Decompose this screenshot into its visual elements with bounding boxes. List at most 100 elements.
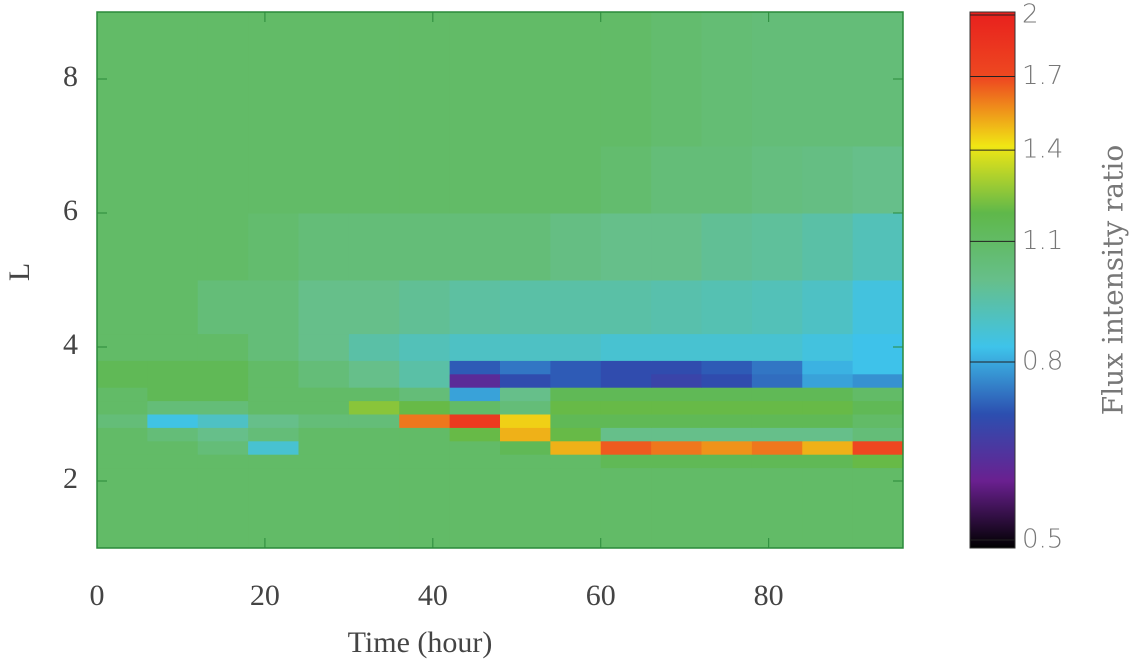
x-axis-label: Time (hour): [348, 626, 493, 659]
y-axis-label: L: [3, 263, 36, 281]
heat-cell: [600, 400, 652, 415]
heat-cell: [651, 387, 702, 402]
heat-cell: [701, 414, 753, 428]
heat-cell: [651, 146, 702, 214]
heat-cell: [197, 12, 249, 147]
heat-cell: [399, 387, 451, 402]
heat-cell: [147, 373, 199, 388]
heat-cell: [651, 414, 702, 428]
heat-cell: [852, 213, 904, 281]
heat-cell: [500, 360, 551, 375]
y-tick-label: 6: [63, 194, 78, 227]
heat-cell: [802, 360, 854, 375]
heat-cell: [651, 373, 702, 388]
heat-cell: [550, 400, 602, 415]
heat-cell: [348, 454, 400, 469]
colorbar-label: Flux intensity ratio: [1097, 145, 1130, 415]
heat-cell: [802, 146, 854, 214]
heat-cell: [298, 467, 350, 549]
heat-cell: [197, 360, 249, 375]
heat-cell: [97, 213, 148, 281]
colorbar-bar: [969, 11, 1016, 549]
y-tick-label: 8: [63, 60, 78, 93]
heat-cell: [348, 360, 400, 375]
heat-cell: [751, 213, 803, 281]
heat-cell: [197, 454, 249, 469]
heat-cell: [600, 12, 652, 147]
heat-cell: [751, 373, 803, 388]
heat-cell: [701, 373, 753, 388]
plot-frame: [96, 11, 904, 549]
heat-cell: [147, 146, 199, 214]
heat-cell: [298, 427, 350, 442]
heat-cell: [500, 280, 551, 335]
heat-cell: [600, 146, 652, 214]
heat-cell: [701, 12, 753, 147]
heat-cell: [701, 427, 753, 442]
colorbar-tick-label: 2: [1022, 0, 1039, 30]
heat-cell: [651, 427, 702, 442]
heat-cell: [449, 387, 501, 402]
heat-cell: [701, 280, 753, 335]
heat-cell: [701, 360, 753, 375]
y-tick-label: 2: [63, 462, 78, 495]
heat-cell: [852, 146, 904, 214]
heat-cell: [600, 427, 652, 442]
heat-cell: [97, 414, 148, 428]
heat-cell: [399, 360, 451, 375]
heat-cell: [147, 440, 199, 455]
heat-cell: [197, 333, 249, 361]
heat-cell: [550, 333, 602, 361]
heat-cell: [802, 454, 854, 469]
heat-cell: [449, 146, 501, 214]
heat-cell: [248, 373, 299, 388]
heat-cell: [348, 146, 400, 214]
heat-cell: [500, 12, 551, 147]
heat-cell: [600, 414, 652, 428]
heat-cell: [751, 467, 803, 549]
heat-cell: [147, 400, 199, 415]
colorbar-tick-label: 1.1: [1022, 226, 1063, 256]
heat-cell: [651, 400, 702, 415]
heat-cell: [600, 373, 652, 388]
heat-cell: [751, 414, 803, 428]
heat-cell: [751, 440, 803, 455]
heat-cell: [197, 427, 249, 442]
heat-cell: [97, 280, 148, 335]
heat-cell: [348, 467, 400, 549]
heat-cell: [751, 333, 803, 361]
heat-cell: [852, 414, 904, 428]
heat-cell: [147, 467, 199, 549]
heat-cell: [802, 414, 854, 428]
heat-cell: [147, 427, 199, 442]
heat-cell: [852, 400, 904, 415]
heat-cell: [147, 454, 199, 469]
heat-cell: [97, 440, 148, 455]
heat-cell: [500, 213, 551, 281]
heat-cell: [298, 333, 350, 361]
heat-cell: [701, 387, 753, 402]
heat-cell: [348, 280, 400, 335]
heat-cell: [701, 467, 753, 549]
heat-cell: [852, 373, 904, 388]
heat-cell: [600, 467, 652, 549]
heat-cell: [399, 333, 451, 361]
heat-cell: [802, 427, 854, 442]
heat-cell: [197, 467, 249, 549]
heat-cell: [500, 400, 551, 415]
heat-cell: [147, 12, 199, 147]
heat-cell: [97, 360, 148, 375]
heat-cell: [701, 454, 753, 469]
heat-cell: [348, 427, 400, 442]
heat-cell: [651, 440, 702, 455]
heat-cell: [550, 373, 602, 388]
colorbar-tick-label: 0.5: [1022, 525, 1063, 555]
heat-cell: [97, 400, 148, 415]
heat-cell: [248, 146, 299, 214]
heat-cell: [399, 440, 451, 455]
heat-cell: [248, 467, 299, 549]
heat-cell: [399, 414, 451, 428]
heat-cell: [449, 414, 501, 428]
heat-cell: [852, 360, 904, 375]
heat-cell: [600, 360, 652, 375]
